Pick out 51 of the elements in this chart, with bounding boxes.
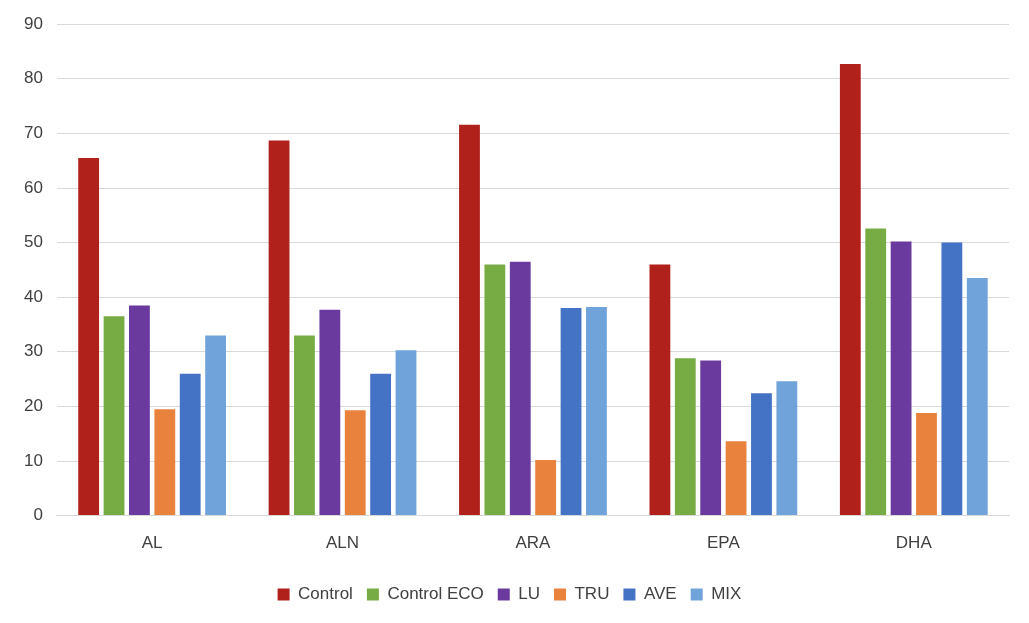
y-tick-label: 80	[23, 68, 43, 88]
bar	[941, 242, 963, 516]
y-tick-label: 40	[23, 286, 43, 306]
bar	[890, 241, 912, 516]
bar	[700, 360, 722, 516]
bar	[535, 459, 557, 516]
y-tick-label: 10	[23, 450, 43, 470]
bar	[674, 358, 696, 516]
bar	[459, 124, 480, 516]
legend-label: AVE	[643, 584, 677, 604]
bar	[179, 373, 201, 516]
bar	[586, 307, 607, 516]
bar	[395, 350, 417, 516]
bar	[319, 309, 341, 516]
bar	[839, 64, 861, 516]
bar	[484, 264, 506, 516]
bar	[725, 441, 747, 516]
y-tick-label: 60	[23, 177, 43, 197]
y-tick-label: 90	[23, 13, 43, 33]
bar	[294, 335, 315, 516]
bar	[344, 410, 366, 516]
y-tick-label: 30	[23, 341, 43, 361]
bar	[776, 381, 798, 516]
bar	[268, 140, 290, 516]
x-tick-label: ALN	[326, 533, 360, 553]
bar	[916, 412, 937, 516]
legend-label: TRU	[574, 584, 610, 604]
bar	[966, 278, 988, 516]
bar	[509, 261, 531, 516]
legend-label: LU	[518, 584, 540, 604]
bar	[78, 157, 100, 516]
bar	[751, 393, 772, 516]
y-tick-label: 20	[23, 396, 43, 416]
x-tick-label: ARA	[515, 533, 552, 553]
x-tick-label: AL	[141, 533, 163, 553]
y-tick-label: 50	[23, 232, 43, 252]
x-tick-label: DHA	[895, 533, 933, 553]
y-tick-label: 0	[33, 505, 43, 525]
legend-label: MIX	[711, 584, 742, 604]
bar	[103, 316, 125, 516]
bar	[154, 409, 176, 516]
legend-label: Control	[298, 584, 353, 604]
bar	[649, 264, 671, 516]
bar	[865, 228, 887, 516]
bar	[560, 308, 582, 516]
y-tick-label: 70	[23, 123, 43, 143]
x-tick-label: EPA	[706, 533, 741, 553]
bar	[129, 305, 150, 516]
bar	[370, 373, 392, 516]
legend-label: Control ECO	[387, 584, 484, 604]
bar	[205, 335, 226, 516]
